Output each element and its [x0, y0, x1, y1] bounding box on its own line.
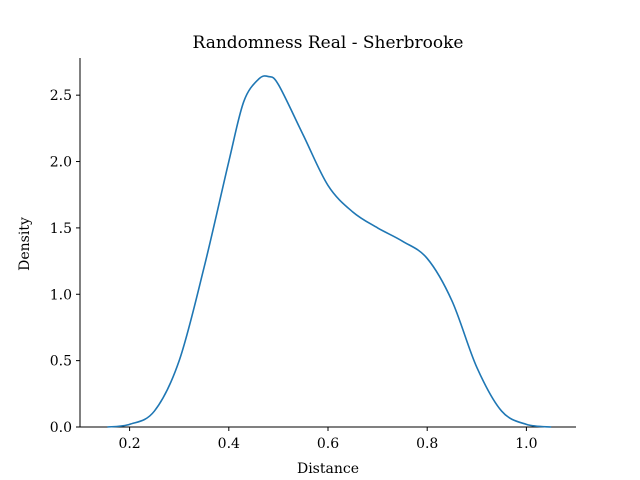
kde-density-line: [107, 75, 552, 428]
plot-area: 0.2 0.4 0.6 0.8 1.0 0.0 0.5 1.0 1.5 2.0 2.5: [50, 58, 576, 452]
x-tick-label: 1.0: [515, 436, 537, 452]
chart-title: Randomness Real - Sherbrooke: [193, 33, 464, 53]
y-tick-label: 2.5: [50, 88, 72, 104]
x-tick-label: 0.4: [218, 436, 240, 452]
y-axis-label: Density: [17, 217, 33, 271]
y-tick-label: 1.5: [50, 221, 72, 237]
y-tick-label: 0.5: [50, 354, 72, 370]
y-tick-label: 2.0: [50, 155, 72, 171]
x-tick-label: 0.6: [317, 436, 339, 452]
x-tick-label: 0.8: [416, 436, 438, 452]
x-tick-label: 0.2: [118, 436, 140, 452]
y-tick-label: 1.0: [50, 287, 72, 303]
x-axis-label: Distance: [297, 461, 359, 477]
y-tick-label: 0.0: [50, 420, 72, 436]
